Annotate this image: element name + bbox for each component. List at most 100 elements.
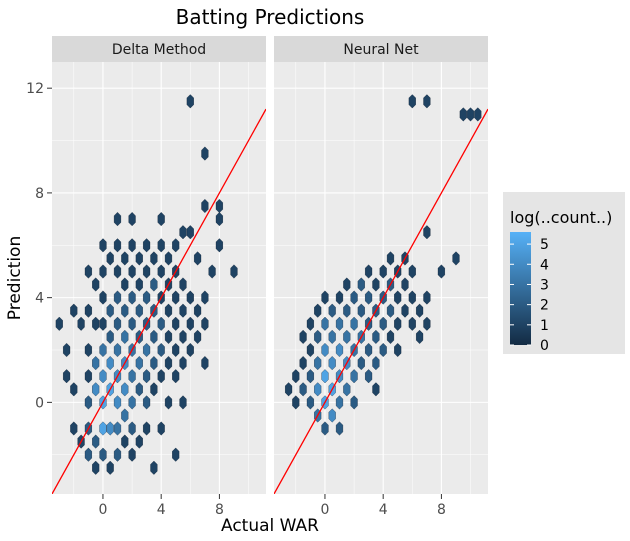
hexbin <box>194 329 202 344</box>
hexbin <box>201 198 209 214</box>
hexbin <box>135 434 143 449</box>
hexbin <box>314 356 322 371</box>
y-tick-label: 8 <box>35 186 44 202</box>
hexbin <box>172 342 180 358</box>
hexbins-delta-method <box>55 94 238 475</box>
x-tick-label: 4 <box>379 502 388 518</box>
hexbin <box>335 290 344 305</box>
hexbin <box>179 356 187 371</box>
hexbin <box>77 316 85 331</box>
hexbin <box>194 251 202 266</box>
hexbin <box>70 421 78 436</box>
hexbin <box>92 277 100 292</box>
hexbin <box>306 369 314 384</box>
hexbin <box>157 238 165 253</box>
hexbin <box>343 382 351 397</box>
hexbin <box>135 277 143 292</box>
hexbin <box>172 447 180 462</box>
hexbin <box>186 94 194 109</box>
hexbin <box>113 316 122 331</box>
strip-neural-net <box>274 36 488 62</box>
hexbin <box>328 329 336 344</box>
hexbin <box>92 460 100 475</box>
hexbin <box>179 395 187 410</box>
hexbin <box>372 329 380 344</box>
plot-background-neural-net <box>274 62 488 494</box>
hexbin <box>394 316 402 331</box>
hexbin <box>452 251 460 266</box>
hexbin <box>408 316 416 331</box>
hexbin <box>394 342 402 358</box>
hexbin <box>335 316 344 331</box>
hexbin <box>401 277 409 292</box>
hexbin <box>423 225 431 240</box>
hexbin <box>106 251 114 266</box>
hexbin <box>150 329 158 344</box>
hexbins-neural-net <box>285 94 482 436</box>
hexbin <box>386 329 395 344</box>
hexbin <box>423 94 431 109</box>
hexbin <box>328 303 336 318</box>
hexbin <box>201 316 209 331</box>
hexbin <box>230 264 238 279</box>
hexbin <box>292 369 300 384</box>
hexbin <box>128 369 136 384</box>
hexbin <box>164 251 173 266</box>
hexbin <box>306 395 314 410</box>
hexbin <box>106 421 114 436</box>
hexbin <box>143 290 151 305</box>
hexbin <box>150 251 158 266</box>
x-tick-label: 0 <box>320 502 329 518</box>
hexbin <box>172 369 180 384</box>
hexbin <box>306 342 314 358</box>
hexbin <box>99 342 107 358</box>
hexbin <box>357 277 365 292</box>
y-tick-label: 0 <box>35 395 44 411</box>
hexbin <box>128 316 136 331</box>
hexbin <box>164 329 173 344</box>
hexbin <box>321 421 329 436</box>
hexbin <box>335 342 344 358</box>
hexbin <box>466 107 475 122</box>
hexbin <box>157 212 165 227</box>
hexbin <box>343 329 351 344</box>
hexbin <box>99 290 107 305</box>
hexbin <box>70 382 78 397</box>
hexbin <box>201 290 209 305</box>
hexbin <box>84 264 92 279</box>
hexbin <box>135 356 143 371</box>
hexbin <box>150 382 158 397</box>
hexbin <box>128 395 136 410</box>
legend-ticks: 0 1 2 3 4 5 <box>510 237 549 354</box>
hexbin <box>84 369 92 384</box>
hexbin <box>128 447 136 462</box>
hexbin <box>92 356 100 371</box>
hexbin <box>299 329 307 344</box>
hexbin <box>143 395 151 410</box>
hexbin <box>416 303 424 318</box>
hexbin <box>372 277 380 292</box>
hexbin <box>372 356 380 371</box>
hexbin <box>314 303 322 318</box>
strip-label-delta-method: Delta Method <box>112 42 206 58</box>
hexbin <box>328 356 336 371</box>
hexbin <box>299 382 307 397</box>
hexbin <box>186 290 194 305</box>
hexbin <box>63 369 71 384</box>
hexbin <box>113 290 122 305</box>
hexbin <box>314 329 322 344</box>
hexbin <box>164 356 173 371</box>
x-tick-label: 8 <box>437 502 446 518</box>
hexbin <box>84 447 92 462</box>
hexbin <box>99 238 107 253</box>
hexbin <box>99 421 107 436</box>
hexbin <box>121 329 129 344</box>
hexbin <box>113 264 122 279</box>
hexbin <box>157 369 165 384</box>
legend-colorbar <box>510 232 531 345</box>
hexbin <box>92 382 100 397</box>
strip-delta-method <box>52 36 266 62</box>
reference-line-neural-net <box>274 108 488 494</box>
hexbin <box>135 251 143 266</box>
